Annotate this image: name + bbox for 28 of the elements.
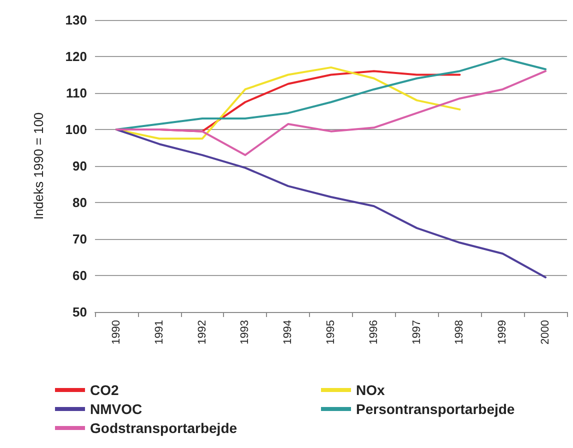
line-series xyxy=(115,128,547,278)
x-tick-label: 1991 xyxy=(153,320,166,344)
legend-label: NMVOC xyxy=(90,401,142,417)
x-tick-label: 1995 xyxy=(325,320,337,344)
x-tick-label: 2000 xyxy=(540,320,552,344)
y-tick-label: 100 xyxy=(65,122,87,137)
y-tick-label: 110 xyxy=(66,86,87,100)
x-tick-label: 1996 xyxy=(368,320,380,344)
y-tick-label: 60 xyxy=(72,268,87,283)
legend-label: Godstransportarbejde xyxy=(90,420,238,436)
y-tick-label: 70 xyxy=(72,232,87,246)
y-tick-label: 80 xyxy=(72,195,87,210)
y-tick-label: 90 xyxy=(72,158,87,174)
y-axis-title: Indeks 1990 = 100 xyxy=(31,112,46,220)
y-tick-label: 50 xyxy=(72,304,87,320)
x-tick-label: 1992 xyxy=(196,320,208,344)
x-tick-label: 1997 xyxy=(410,320,423,344)
x-tick-label: 1990 xyxy=(110,320,122,344)
legend-label: Persontransportarbejde xyxy=(356,401,515,417)
line-series xyxy=(115,70,547,156)
x-tick-label: 1999 xyxy=(496,320,509,344)
legend-label: NOx xyxy=(356,382,385,398)
x-tick-label: 1998 xyxy=(454,320,466,344)
y-tick-label: 130 xyxy=(65,12,87,28)
legend-label: CO2 xyxy=(90,382,119,398)
x-tick-label: 1994 xyxy=(282,320,294,344)
y-tick-label: 120 xyxy=(65,49,87,64)
x-tick-label: 1993 xyxy=(239,320,252,344)
